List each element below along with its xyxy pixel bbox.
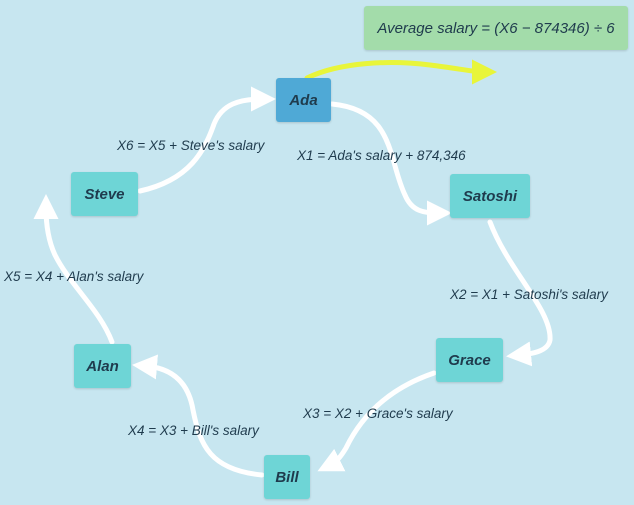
arrow-steve-to-ada xyxy=(137,86,276,194)
node-grace: Grace xyxy=(436,338,503,382)
arrow-bill-to-alan xyxy=(132,354,265,478)
node-alan-label: Alan xyxy=(86,357,119,375)
result-formula: Average salary = (X6 − 874346) ÷ 6 xyxy=(377,19,615,37)
node-ada-label: Ada xyxy=(289,91,318,109)
edge-label-x4: X4 = X3 + Bill's salary xyxy=(128,423,259,438)
edge-label-x2: X2 = X1 + Satoshi's salary xyxy=(450,287,608,302)
node-bill-label: Bill xyxy=(275,468,299,486)
arrow-ada-to-satoshi xyxy=(329,101,452,226)
node-alan: Alan xyxy=(74,344,131,388)
edge-label-x6: X6 = X5 + Steve's salary xyxy=(117,138,265,153)
arrow-alan-to-steve xyxy=(33,194,115,345)
node-bill: Bill xyxy=(264,455,310,499)
arrow-satoshi-to-grace xyxy=(487,219,553,367)
result-box: Average salary = (X6 − 874346) ÷ 6 xyxy=(364,6,628,50)
node-steve: Steve xyxy=(71,172,138,216)
node-grace-label: Grace xyxy=(448,351,491,369)
edge-label-x3: X3 = X2 + Grace's salary xyxy=(303,406,453,421)
node-steve-label: Steve xyxy=(84,185,125,203)
arrow-grace-to-bill xyxy=(317,370,437,472)
node-satoshi-label: Satoshi xyxy=(462,187,518,205)
node-ada: Ada xyxy=(276,78,331,122)
node-satoshi: Satoshi xyxy=(450,174,530,218)
edge-label-x5: X5 = X4 + Alan's salary xyxy=(4,269,144,284)
arrow-ada-to-result xyxy=(304,59,497,85)
edge-label-x1: X1 = Ada's salary + 874,346 xyxy=(297,148,466,163)
